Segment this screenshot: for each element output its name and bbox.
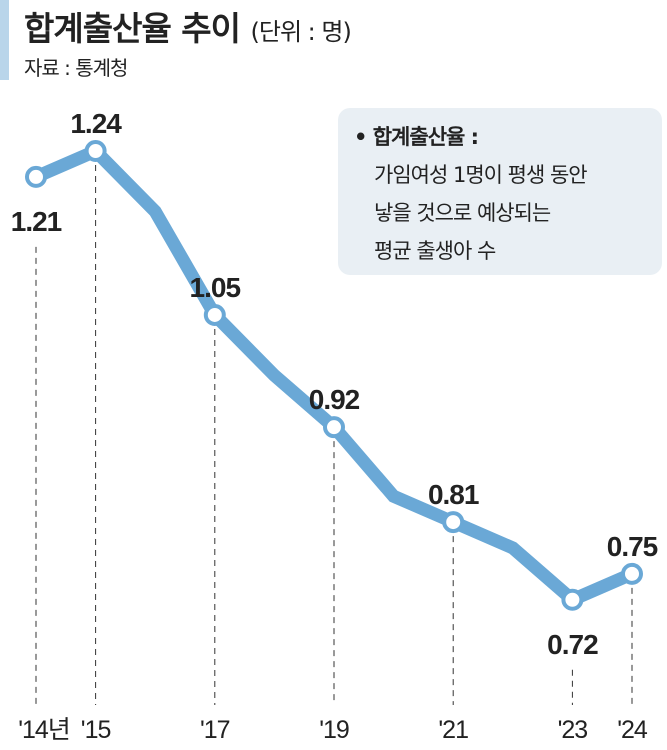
unit-label: (단위 : 명) bbox=[250, 18, 352, 46]
x-tick-label: '21 bbox=[438, 716, 468, 744]
note-line: 낳을 것으로 예상되는 bbox=[374, 201, 551, 225]
note-line: 평균 출생아 수 bbox=[374, 239, 496, 263]
x-tick-label: '15 bbox=[81, 716, 111, 744]
x-tick-label: '17 bbox=[200, 716, 230, 744]
data-point bbox=[323, 416, 345, 439]
data-point bbox=[442, 511, 465, 534]
x-tick-label: '24 bbox=[617, 716, 648, 744]
data-label: 0.75 bbox=[607, 531, 658, 562]
title-text: 합계출산율 추이 bbox=[24, 9, 241, 48]
data-point bbox=[25, 165, 47, 188]
data-label: 0.92 bbox=[309, 384, 360, 415]
data-label: 1.21 bbox=[11, 206, 62, 237]
title-accent-bar bbox=[0, 0, 9, 80]
x-tick-label: '23 bbox=[558, 716, 588, 744]
data-point bbox=[203, 303, 226, 326]
data-label: 0.72 bbox=[547, 629, 598, 660]
definition-note: • 합계출산율 : 가임여성 1명이 평생 동안 낳을 것으로 예상되는 평균 … bbox=[338, 108, 662, 275]
data-label: 1.05 bbox=[190, 272, 241, 303]
source-label: 자료 : 통계청 bbox=[24, 56, 128, 80]
x-tick-label: '19 bbox=[319, 716, 349, 744]
note-line: 가임여성 1명이 평생 동안 bbox=[374, 163, 588, 187]
note-heading: • 합계출산율 : bbox=[354, 125, 479, 149]
x-tick-label: '14년 bbox=[18, 716, 70, 744]
data-point bbox=[84, 140, 107, 162]
data-point bbox=[621, 562, 643, 585]
data-label: 0.81 bbox=[428, 479, 479, 510]
data-point bbox=[561, 588, 584, 611]
data-label: 1.24 bbox=[70, 108, 122, 139]
chart-title: 합계출산율 추이 (단위 : 명) bbox=[24, 2, 352, 50]
